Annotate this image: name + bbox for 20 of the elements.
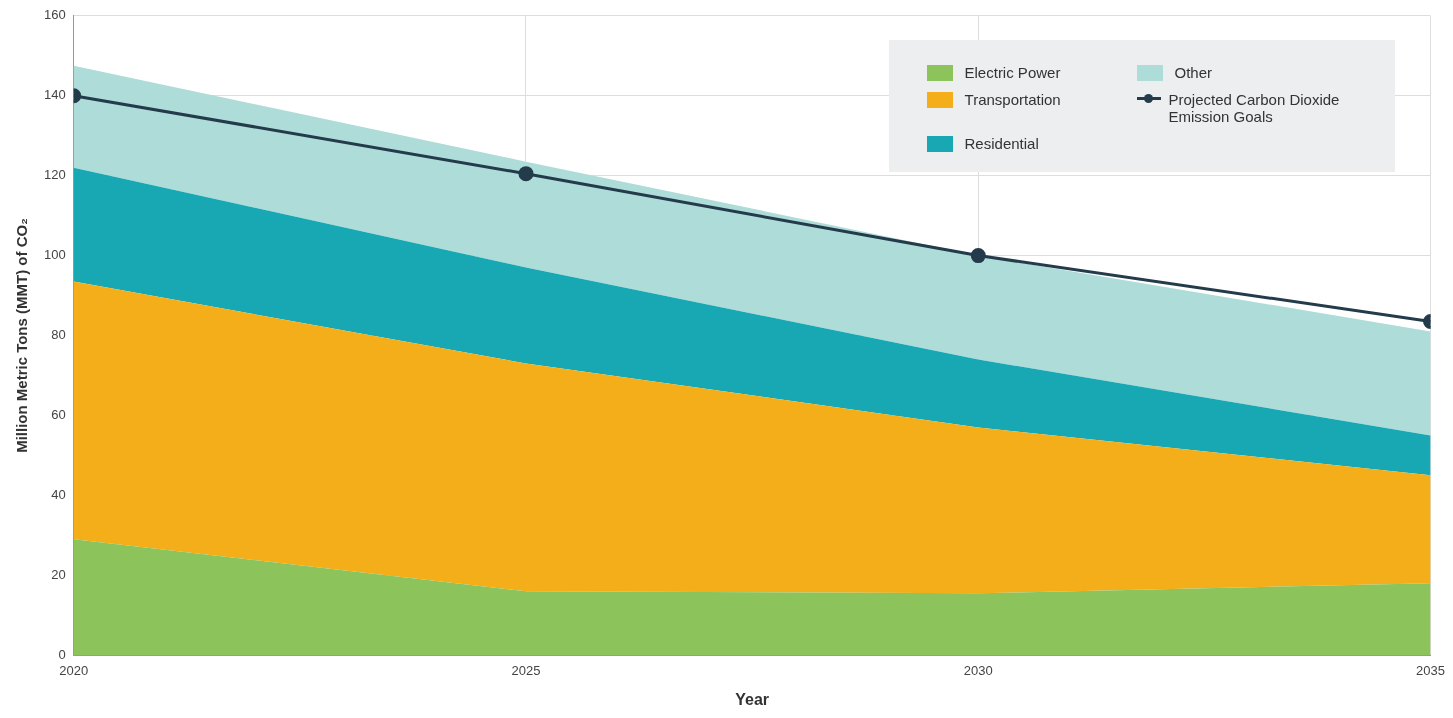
legend-label: Other xyxy=(1174,63,1213,81)
y-axis-title: Million Metric Tons (MMT) of CO₂ xyxy=(13,218,31,453)
y-tick-label: 140 xyxy=(43,87,66,103)
x-tick-label: 2025 xyxy=(511,662,541,678)
y-tick-label: 100 xyxy=(43,247,66,263)
y-tick-label: 20 xyxy=(51,566,66,582)
legend-label: Residential xyxy=(964,134,1039,152)
legend-label: Transportation xyxy=(964,90,1061,108)
x-axis-title: Year xyxy=(735,690,770,708)
y-tick-label: 40 xyxy=(51,486,66,502)
x-tick-label: 2030 xyxy=(963,662,993,678)
legend-label: Electric Power xyxy=(964,63,1061,81)
x-tick-label: 2020 xyxy=(59,662,89,678)
legend-label: Projected Carbon Dioxide Emission Goals xyxy=(1168,90,1341,125)
y-tick-label: 0 xyxy=(58,646,66,662)
y-tick-label: 60 xyxy=(51,407,66,422)
y-tick-label: 120 xyxy=(43,167,66,183)
y-tick-label: 160 xyxy=(43,7,66,23)
y-tick-label: 80 xyxy=(51,327,66,343)
x-tick-label: 2035 xyxy=(1416,662,1445,678)
